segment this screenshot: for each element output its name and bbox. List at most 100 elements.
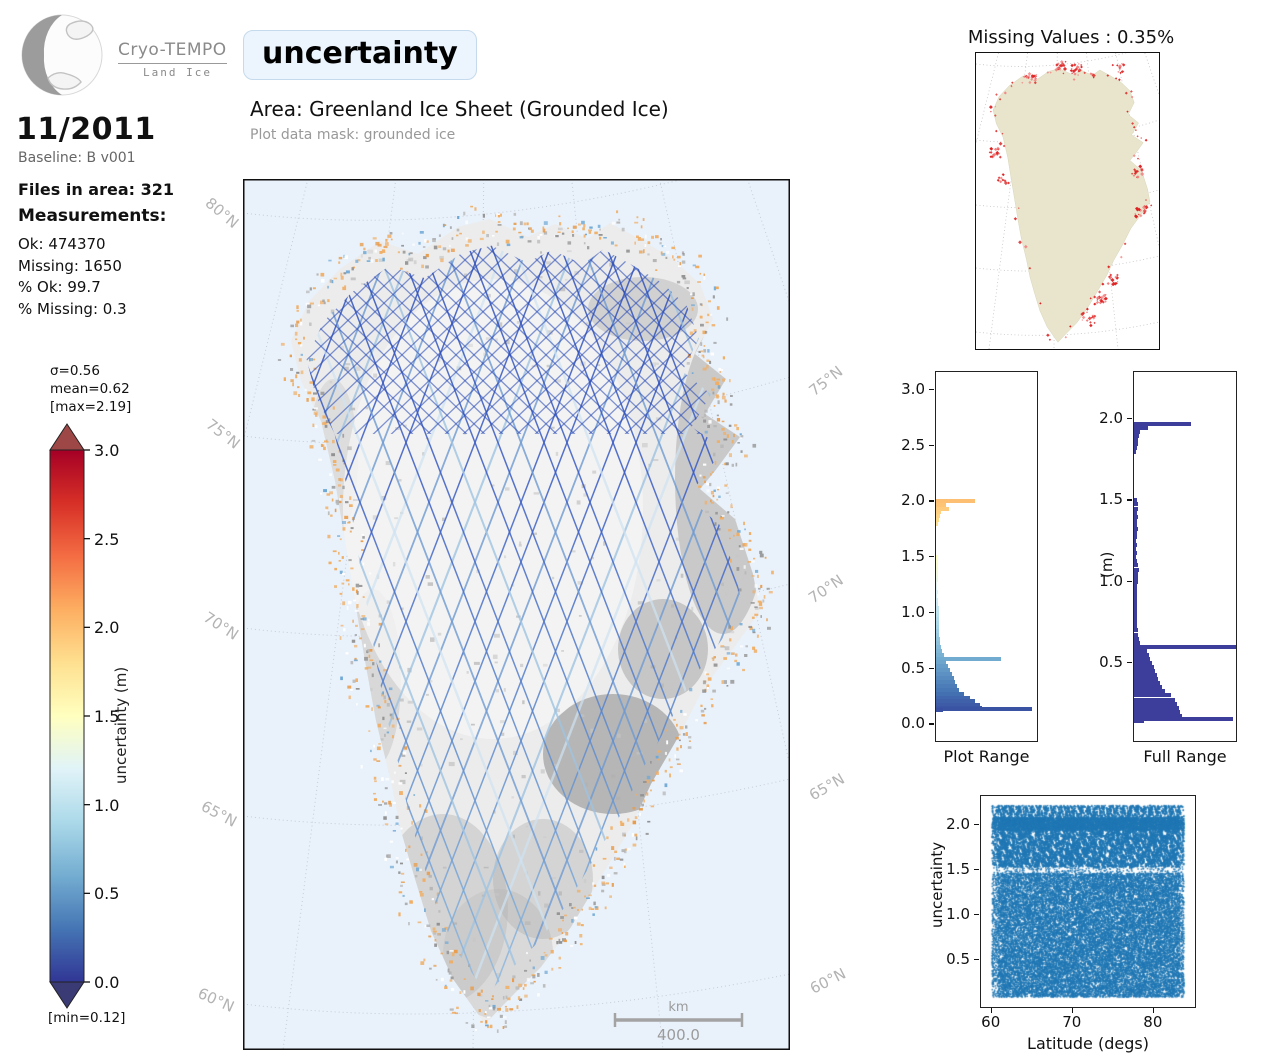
hist-bar (936, 652, 944, 657)
hist-bar (1134, 530, 1137, 535)
hist-bar (1134, 579, 1139, 584)
mask-subtitle: Plot data mask: grounded ice (250, 127, 456, 143)
hist-bar (1134, 709, 1181, 714)
scatter-x-tick-label: 80 (1143, 1013, 1163, 1031)
mini-landmass (992, 68, 1151, 343)
hist-bar (936, 502, 947, 507)
hist-bar (1134, 624, 1138, 629)
scatter-x-tick-mark (1071, 1008, 1074, 1013)
hist-bar (1134, 628, 1138, 633)
colorbar-tick-label: 3.0 (94, 441, 120, 460)
hist-bar (1134, 502, 1138, 507)
hist-bar (936, 558, 938, 563)
hist-tick-label: 0.5 (901, 658, 925, 677)
hist-bar (1134, 595, 1138, 600)
scalebar-unit: km (668, 1000, 689, 1015)
lat-label-right: 65°N (806, 769, 848, 805)
hist-bar (936, 708, 944, 713)
hist-bar (936, 590, 938, 595)
hist-tick-label: 1.5 (901, 547, 925, 566)
hist-bar (936, 578, 938, 583)
hist-bar (1134, 656, 1151, 661)
hist-bar (936, 633, 940, 638)
measurement-stats: Ok: 474370 Missing: 1650 % Ok: 99.7 % Missi… (18, 234, 127, 320)
hist-bar (1134, 522, 1138, 527)
globe-logo-icon (21, 14, 103, 96)
hist-bar (936, 522, 939, 527)
hist-bar (936, 510, 942, 515)
scalebar-value: 400.0 (657, 1026, 700, 1044)
hist-bar (936, 691, 964, 696)
hist-bar (936, 562, 939, 567)
hist-tick-mark (929, 556, 934, 558)
hist-bar (936, 621, 940, 626)
hist-tick-mark (929, 611, 934, 614)
hist-bar (936, 499, 976, 504)
lat-label-right: 60°N (806, 964, 849, 998)
hist-bar (1134, 518, 1138, 523)
colorbar-tick-label: 0.0 (94, 973, 120, 992)
hist-tick-label: 3.0 (901, 379, 925, 398)
hist-bar (1134, 534, 1137, 539)
hist-bar (936, 683, 958, 688)
full-range-ylabel: (m) (1098, 551, 1116, 578)
hist-tick-mark (929, 667, 934, 669)
hist-bar (936, 687, 960, 692)
brand-subtitle: Land Ice (143, 66, 212, 79)
colorbar-tick-label: 1.0 (94, 795, 120, 815)
area-title: Area: Greenland Ice Sheet (Grounded Ice) (250, 97, 669, 121)
hist-bar (1134, 660, 1152, 665)
scatter-x-tick-label: 60 (981, 1013, 1001, 1031)
hist-bar (1134, 644, 1236, 649)
hist-tick-mark (929, 500, 934, 502)
hist-bar (936, 617, 939, 622)
brand-name: Cryo-TEMPO (118, 40, 227, 64)
hist-bar (1134, 510, 1138, 515)
hist-bar (1134, 422, 1192, 427)
scatter-x-tick-label: 70 (1062, 1013, 1082, 1031)
hist-bar (936, 601, 939, 606)
hist-bar (1134, 612, 1137, 617)
hist-bar (936, 648, 942, 653)
hist-bar (1134, 551, 1137, 556)
colorbar (49, 423, 90, 1009)
hist-tick-label: 0.0 (901, 714, 925, 733)
scatter-ylabel: uncertainty (928, 841, 946, 928)
coastal-speckles (277, 205, 774, 1033)
colorbar-tick-label: 2.0 (94, 618, 120, 638)
lat-label-left: 70°N (200, 608, 242, 644)
hist-tick-label: 0.5 (1099, 652, 1123, 671)
hist-bar (936, 574, 939, 579)
lat-label-left: 80°N (201, 193, 243, 233)
hist-bar (1134, 705, 1179, 710)
scatter-y-tick-label: 0.5 (946, 949, 970, 968)
report-month: 11/2011 (16, 112, 156, 147)
hist-bar (936, 555, 938, 560)
hist-bar (1134, 498, 1138, 503)
hist-bar (936, 613, 939, 618)
hist-bar (1134, 689, 1166, 694)
mean-stat: mean=0.62 (50, 381, 130, 397)
hist-tick-label: 2.0 (1099, 409, 1123, 428)
hist-bar (1134, 430, 1141, 435)
scatter-y-tick-mark (974, 958, 979, 960)
colorbar-tick-label: 0.5 (94, 884, 120, 904)
hist-tick-label: 2.5 (901, 435, 925, 454)
hist-bar (1134, 632, 1139, 637)
hist-bar (1134, 608, 1137, 613)
hist-bar (936, 629, 940, 634)
sigma-stat: σ=0.56 (50, 363, 100, 379)
hist-bar (1134, 640, 1141, 645)
hist-bar (1134, 685, 1163, 690)
hist-bar (1134, 587, 1138, 592)
hist-bar (1134, 563, 1138, 568)
full-range-histogram (1133, 371, 1237, 742)
hist-tick-label: 1.0 (901, 602, 925, 621)
hist-bar (1134, 701, 1178, 706)
hist-bar (936, 582, 938, 587)
hist-tick-mark (929, 444, 934, 446)
hist-bar (1134, 665, 1154, 670)
hist-tick-label: 2.0 (901, 491, 925, 510)
hist-bar (936, 656, 1001, 661)
